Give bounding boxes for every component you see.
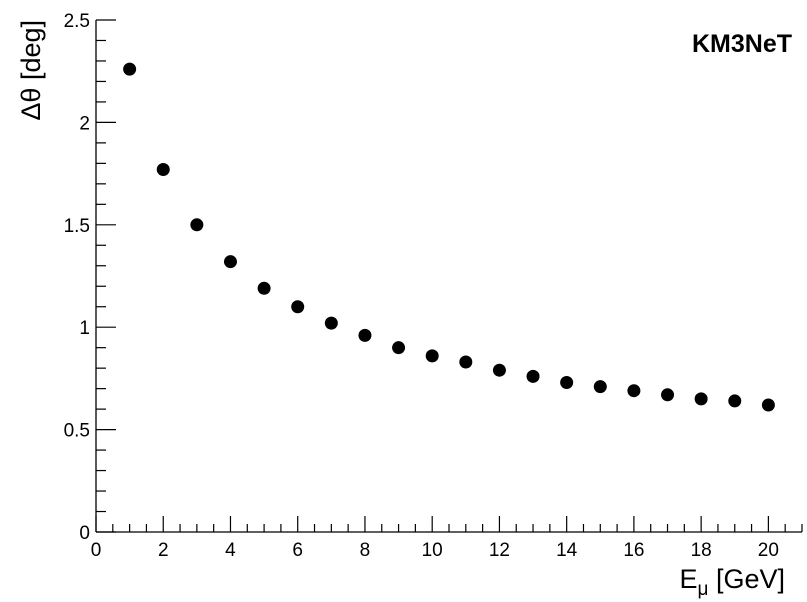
y-axis-title: Δθ [deg] xyxy=(16,20,46,121)
x-tick-label: 14 xyxy=(556,540,578,561)
data-point xyxy=(661,388,675,402)
data-point xyxy=(190,218,204,232)
x-axis-title: Eμ [GeV] xyxy=(680,564,786,600)
data-point xyxy=(593,380,607,394)
axis-ticks xyxy=(95,19,803,533)
x-tick-label: 12 xyxy=(489,540,510,561)
x-tick-label: 20 xyxy=(758,540,779,561)
data-point xyxy=(156,163,170,177)
x-tick-label: 18 xyxy=(691,540,712,561)
y-tick-label: 0.5 xyxy=(64,421,90,442)
x-tick-label: 0 xyxy=(91,540,102,561)
axes xyxy=(95,20,802,533)
x-tick-label: 6 xyxy=(292,540,303,561)
x-tick-label: 16 xyxy=(623,540,644,561)
data-point xyxy=(291,300,305,314)
data-points xyxy=(123,62,775,412)
data-point xyxy=(257,281,271,295)
x-tick-label: 4 xyxy=(225,540,236,561)
y-tick-label: 0 xyxy=(79,523,90,544)
x-tick-label: 10 xyxy=(422,540,443,561)
y-tick-label: 1.5 xyxy=(64,216,90,237)
data-point xyxy=(560,375,574,389)
y-tick-label: 2 xyxy=(79,113,90,134)
x-axis-title-unit: [GeV] xyxy=(708,564,785,594)
data-point xyxy=(728,394,742,408)
data-point xyxy=(392,341,406,355)
data-point xyxy=(324,316,338,330)
data-point xyxy=(459,355,473,369)
data-point xyxy=(223,255,237,269)
x-tick-label: 8 xyxy=(360,540,371,561)
data-point xyxy=(492,363,506,377)
x-axis-title-subscript: μ xyxy=(698,579,709,600)
y-tick-label: 1 xyxy=(79,318,90,339)
tick-labels: 0 2 4 6 8 10 12 14 16 18 20 0 0.5 1 1.5 2 2.5 xyxy=(64,11,779,561)
data-point xyxy=(761,398,775,412)
data-point xyxy=(358,328,372,342)
data-point xyxy=(425,349,439,363)
data-point xyxy=(694,392,708,406)
data-point xyxy=(526,369,540,383)
x-tick-label: 2 xyxy=(158,540,169,561)
y-tick-label: 2.5 xyxy=(64,11,90,32)
data-point xyxy=(123,62,137,76)
data-point xyxy=(627,384,641,398)
x-axis-title-main: E xyxy=(680,564,698,594)
experiment-label: KM3NeT xyxy=(692,30,792,58)
